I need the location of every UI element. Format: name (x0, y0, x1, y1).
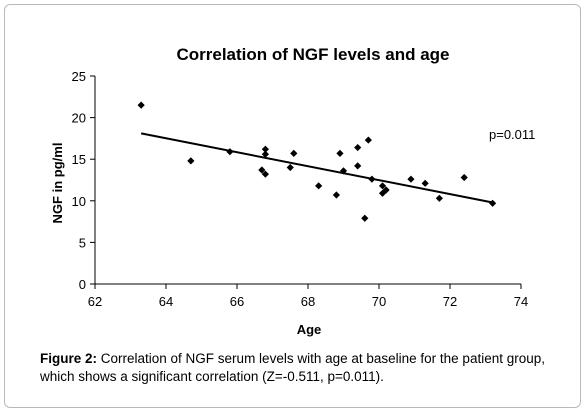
figure-frame (4, 4, 581, 408)
x-tick-label: 66 (230, 294, 244, 309)
data-point (489, 199, 497, 207)
data-point (336, 149, 344, 157)
x-tick-label: 70 (372, 294, 386, 309)
x-tick-label: 74 (514, 294, 528, 309)
x-tick-label: 72 (443, 294, 457, 309)
trendline-group (140, 132, 493, 204)
data-point (258, 166, 266, 174)
y-axis-label: NGF in pg/ml (50, 143, 65, 224)
caption-text: Correlation of NGF serum levels with age… (40, 351, 545, 384)
data-point (361, 214, 369, 222)
data-point (354, 162, 362, 170)
p-value-annotation: p=0.011 (489, 127, 535, 142)
data-point (261, 170, 269, 178)
axes: 0 5 10 15 20 25 62 64 66 68 70 72 74 (72, 69, 529, 309)
data-point (407, 175, 415, 183)
data-point (315, 182, 323, 190)
data-point (382, 186, 390, 194)
data-point (261, 145, 269, 153)
data-point (368, 175, 376, 183)
data-point (187, 157, 195, 165)
y-tick-label: 5 (79, 235, 86, 250)
y-tick-label: 20 (72, 111, 86, 126)
data-point (261, 150, 269, 158)
data-point (421, 179, 429, 187)
data-point (332, 191, 340, 199)
caption-label: Figure 2: (40, 351, 98, 366)
figure-caption: Figure 2: Correlation of NGF serum level… (40, 350, 560, 386)
data-point (378, 182, 387, 190)
data-point (290, 149, 298, 157)
y-tick-label: 10 (72, 194, 86, 209)
y-tick-label: 25 (72, 69, 86, 84)
y-tick-label: 15 (72, 152, 86, 167)
x-tick-label: 64 (159, 294, 173, 309)
data-point (137, 101, 145, 109)
chart-title: Correlation of NGF levels and age (176, 45, 449, 64)
x-axis-label: Age (297, 322, 322, 337)
data-point (226, 148, 234, 156)
data-point (364, 136, 372, 144)
data-point (460, 173, 468, 182)
data-point (378, 189, 387, 197)
trendline (140, 132, 493, 204)
x-tick-label: 62 (88, 294, 102, 309)
data-points (137, 101, 497, 222)
x-tick-label: 68 (301, 294, 315, 309)
data-point (286, 163, 294, 172)
y-tick-label: 0 (79, 277, 86, 292)
data-point (354, 143, 362, 152)
data-point (339, 167, 348, 175)
data-point (435, 194, 443, 202)
